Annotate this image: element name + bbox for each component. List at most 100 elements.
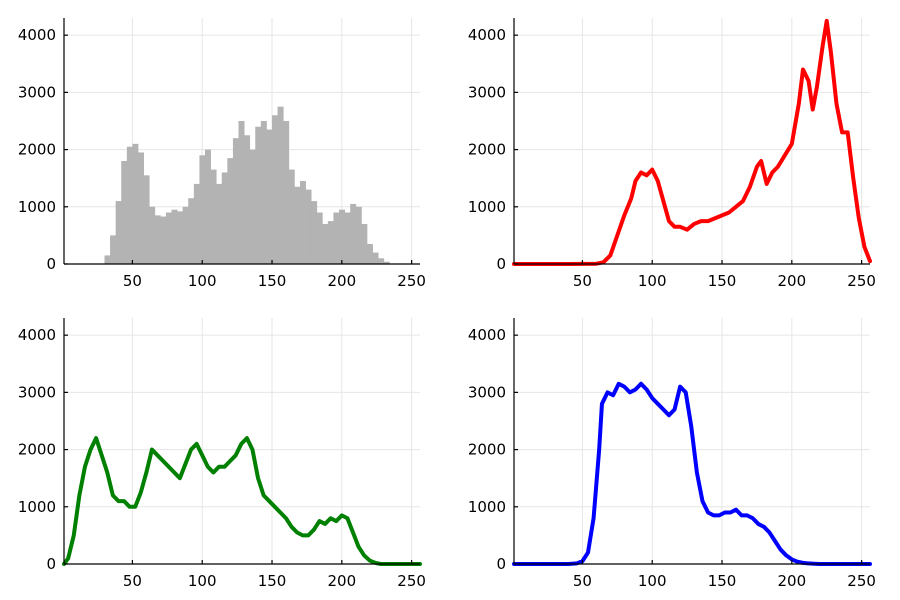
histogram-bar — [210, 169, 217, 264]
green-data-point — [162, 460, 164, 462]
x-tick-label: 250 — [397, 272, 426, 290]
red-data-point — [749, 185, 751, 188]
blue-data-point — [679, 385, 681, 388]
red-data-point — [616, 234, 619, 237]
red-data-point — [821, 45, 824, 48]
blue-data-point — [634, 388, 637, 391]
red-data-point — [679, 226, 681, 228]
green-data-point — [67, 557, 69, 560]
y-tick-label: 4000 — [18, 326, 56, 344]
blue-data-point — [757, 523, 760, 525]
blue-data-point — [606, 391, 609, 394]
red-data-point — [846, 131, 849, 134]
green-data-point — [190, 448, 192, 451]
green-data-point — [179, 477, 181, 479]
green-data-point — [324, 523, 326, 525]
histogram-bar — [283, 120, 290, 264]
red-data-point — [693, 223, 695, 225]
blue-channel-panel: 50 100 150 200 250 0 1000 2000 3000 4000 — [468, 318, 876, 590]
histogram-bar — [244, 135, 251, 264]
green-data-point — [117, 500, 120, 502]
x-tick-label: 100 — [638, 272, 667, 290]
blue-data-point — [673, 408, 676, 411]
blue-data-point — [587, 551, 589, 554]
histogram-bar — [143, 175, 150, 264]
green-data-point — [301, 534, 304, 537]
green-data-point — [374, 562, 377, 564]
blue-data-point — [740, 514, 743, 517]
histogram-bar — [199, 155, 206, 264]
green-data-point — [262, 494, 265, 497]
x-tick-label: 150 — [258, 572, 287, 590]
y-tick-label: 3000 — [18, 383, 56, 401]
blue-data-point — [684, 391, 687, 394]
red-data-point — [686, 228, 688, 231]
y-tick-label: 2000 — [468, 441, 506, 459]
green-data-point — [173, 471, 176, 474]
green-data-point — [223, 465, 226, 468]
y-tick-label: 0 — [46, 255, 56, 273]
blue-data-point — [690, 425, 693, 428]
x-tick-label: 150 — [708, 272, 737, 290]
x-tick-label: 200 — [777, 572, 806, 590]
y-tick-label: 2000 — [18, 441, 56, 459]
blue-data-point — [791, 558, 793, 561]
blue-series-line — [512, 381, 872, 566]
histogram-bar — [115, 201, 122, 264]
blue-data-point — [712, 514, 715, 517]
blue-data-point — [707, 511, 709, 514]
green-data-point — [279, 511, 282, 514]
green-data-point — [106, 471, 109, 474]
red-data-point — [602, 261, 605, 264]
green-data-point — [95, 437, 97, 439]
blue-data-point — [735, 508, 737, 511]
blue-data-point — [662, 408, 665, 411]
green-data-point — [184, 463, 187, 465]
green-data-point — [145, 471, 148, 474]
red-data-point — [825, 20, 828, 22]
red-data-point — [645, 174, 648, 177]
green-data-point — [251, 448, 254, 451]
histogram-bar — [232, 138, 239, 264]
histogram-bar — [182, 206, 189, 264]
blue-data-point — [668, 414, 670, 417]
blue-data-point — [651, 397, 654, 399]
histogram-bar — [216, 183, 223, 264]
histogram-bar — [121, 161, 128, 264]
red-data-point — [630, 197, 633, 200]
y-tick-label: 3000 — [468, 383, 506, 401]
x-tick-label: 200 — [327, 272, 356, 290]
green-data-point — [72, 534, 75, 537]
x-tick-label: 250 — [847, 572, 876, 590]
green-data-point — [206, 465, 209, 468]
y-tick-label: 3000 — [18, 83, 56, 101]
histogram-bar — [277, 106, 284, 265]
x-tick-label: 100 — [188, 272, 217, 290]
red-data-point — [756, 165, 758, 168]
histogram-bar — [260, 120, 267, 264]
red-data-point — [662, 200, 665, 202]
blue-data-point — [701, 500, 704, 502]
red-data-point — [835, 103, 838, 105]
blue-data-point — [592, 517, 595, 520]
y-tick-label: 1000 — [468, 498, 506, 516]
green-data-point — [268, 500, 271, 502]
x-tick-label: 50 — [573, 272, 592, 290]
green-data-point — [329, 517, 332, 520]
histogram-bar — [238, 120, 245, 264]
x-tick-label: 50 — [123, 272, 142, 290]
red-data-point — [811, 108, 814, 111]
blue-data-point — [802, 562, 804, 564]
red-data-point — [816, 85, 818, 88]
histogram-bar — [255, 126, 262, 264]
green-data-point — [335, 520, 338, 522]
y-tick-label: 2000 — [18, 141, 56, 159]
histogram-bar — [272, 115, 278, 264]
blue-data-point — [724, 511, 726, 514]
histogram-bar — [137, 152, 144, 264]
blue-data-point — [779, 548, 782, 551]
histogram-bar — [350, 203, 357, 264]
x-tick-label: 200 — [777, 272, 806, 290]
blue-data-point — [785, 554, 788, 557]
red-data-point — [640, 171, 642, 174]
